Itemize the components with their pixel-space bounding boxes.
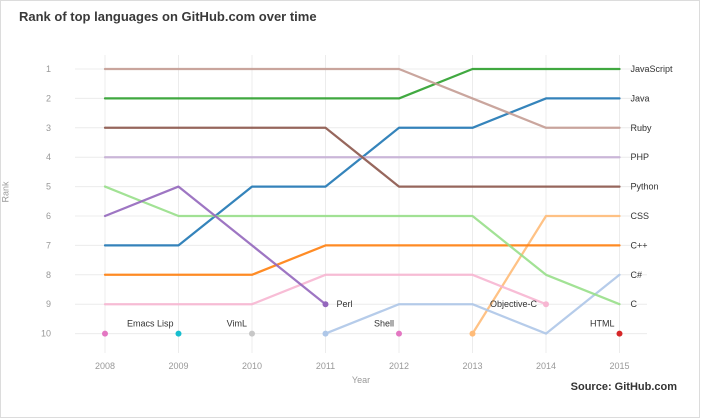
series-dot-objective-c: [543, 301, 549, 308]
series-dot-emacs-lisp: [175, 330, 182, 337]
series-label-viml: VimL: [227, 319, 247, 329]
x-tick-label: 2011: [316, 361, 335, 371]
x-tick-label: 2009: [168, 361, 188, 371]
x-tick-label: 2014: [536, 361, 556, 371]
x-tick-label: 2010: [242, 361, 262, 371]
series-label-ruby: Ruby: [631, 123, 653, 133]
y-tick-label: 9: [46, 299, 51, 309]
series-line-c: [324, 273, 621, 335]
series-label-java: Java: [631, 93, 650, 103]
series-label-php: PHP: [631, 152, 650, 162]
series-label-c: C: [631, 299, 638, 309]
series-label-html: HTML: [590, 319, 615, 329]
series-label-perl: Perl: [337, 299, 353, 309]
series-dot-html: [616, 330, 623, 337]
series-label-shell: Shell: [374, 319, 394, 329]
series-dot-shell: [396, 330, 402, 337]
series-label-emacs-lisp: Emacs Lisp: [127, 319, 174, 329]
x-tick-label: 2012: [389, 361, 409, 371]
series-line-c: [103, 244, 621, 276]
x-tick-label: 2015: [609, 361, 629, 371]
page-title: Rank of top languages on GitHub.com over…: [19, 9, 317, 24]
series-dot-viml: [249, 330, 255, 337]
series-label-c: C++: [631, 240, 648, 250]
series-dot-perl: [322, 301, 329, 308]
series-line-python: [103, 126, 621, 188]
series-label-objective-c: Objective-C: [490, 299, 538, 309]
x-axis-title: Year: [351, 375, 371, 385]
y-tick-label: 1: [46, 64, 51, 74]
series-label-c: C#: [631, 270, 643, 280]
y-tick-label: 4: [46, 152, 51, 162]
series-line-c: [103, 185, 621, 306]
series-dot-css: [469, 330, 476, 337]
x-tick-label: 2008: [95, 361, 115, 371]
y-tick-label: 2: [46, 93, 51, 103]
y-tick-label: 5: [46, 182, 51, 192]
series-line-objective-c: [103, 273, 548, 306]
y-tick-label: 3: [46, 123, 51, 133]
y-tick-label: 6: [46, 211, 51, 221]
x-tick-label: 2013: [462, 361, 482, 371]
series-dot-c: [322, 330, 329, 337]
y-axis-title: Rank: [0, 181, 11, 203]
series-label-javascript: JavaScript: [631, 64, 674, 74]
y-tick-label: 8: [46, 270, 51, 280]
series-line-javascript: [103, 67, 621, 100]
series-dot-shell: [102, 330, 108, 337]
source-label: Source: GitHub.com: [570, 381, 677, 393]
series-label-python: Python: [631, 182, 659, 192]
series-label-css: CSS: [631, 211, 650, 221]
y-tick-label: 10: [41, 329, 51, 339]
series-line-perl: [103, 185, 327, 306]
series-line-css: [471, 214, 621, 335]
y-tick-label: 7: [46, 240, 51, 250]
series-line-ruby: [103, 67, 621, 129]
